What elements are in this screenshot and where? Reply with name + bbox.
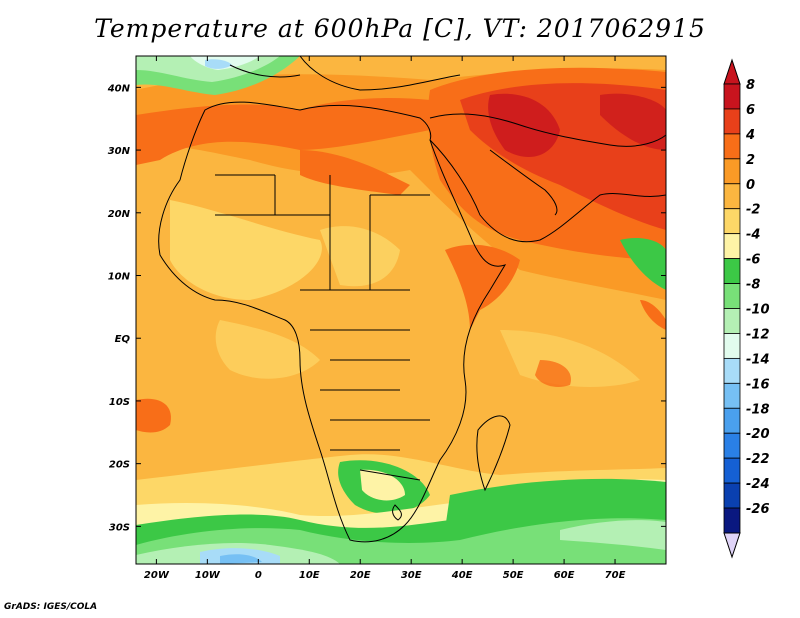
colorbar-swatch [723, 258, 741, 284]
lat-tick-label: 30S [109, 522, 130, 533]
colorbar-label: -6 [746, 253, 760, 268]
colorbar-swatch [723, 233, 741, 260]
temperature-field [136, 56, 666, 564]
lat-tick-label: EQ [115, 334, 131, 345]
lat-tick-label: 20N [108, 209, 131, 220]
lon-tick-label: 10W [195, 570, 221, 581]
colorbar-swatch [723, 432, 741, 459]
lat-tick-label: 40N [107, 83, 131, 94]
colorbar-label: 4 [745, 128, 755, 143]
colorbar-swatch [723, 382, 741, 409]
colorbar-swatch [723, 507, 741, 534]
latitude-axis: 40N 30N 20N 10N EQ 10S 20S 30S [107, 83, 666, 533]
lat-tick-label: 10S [109, 397, 130, 408]
colorbar-label: -12 [746, 327, 770, 342]
colorbar-swatch [723, 133, 741, 160]
colorbar-swatch [723, 457, 741, 484]
colorbar-swatch [723, 83, 741, 110]
lat-tick-label: 10N [108, 272, 131, 283]
colorbar-label: -18 [746, 402, 770, 417]
colorbar-label: 8 [746, 78, 755, 93]
colorbar-label: -4 [746, 228, 760, 243]
colorbar-swatch [723, 308, 741, 334]
lon-tick-label: 0 [255, 570, 262, 581]
colorbar-label: -14 [746, 352, 770, 367]
plot-frame [135, 55, 667, 565]
colorbar-label: -16 [746, 377, 770, 392]
colorbar-swatch [723, 183, 741, 210]
colorbar-swatch [723, 208, 741, 235]
longitude-axis: 20W 10W 0 10E 20E 30E 40E 50E 60E 70E [144, 56, 626, 581]
colorbar-label: 0 [746, 178, 755, 193]
lon-tick-label: 30E [401, 570, 422, 581]
colorbar-label: -10 [746, 303, 770, 318]
colorbar-label: -24 [746, 477, 770, 492]
colorbar-over-arrow [723, 58, 741, 85]
lat-tick-label: 20S [109, 460, 130, 471]
lon-tick-label: 40E [451, 570, 473, 581]
colorbar-swatch [723, 283, 741, 309]
colorbar-label: -20 [746, 427, 770, 442]
colorbar-label: -8 [746, 278, 760, 293]
colorbar-swatch [723, 108, 741, 135]
colorbar-label: -26 [746, 502, 770, 517]
lon-tick-label: 20W [144, 570, 170, 581]
colorbar-swatch [723, 482, 741, 509]
lon-tick-label: 60E [554, 570, 575, 581]
colorbar: 8 6 4 2 0 -2 -4 -6 -8 -10 -12 -14 -16 -18 -20 -22 -24 -26 [723, 58, 770, 559]
colorbar-swatch [723, 158, 741, 185]
lon-tick-label: 20E [350, 570, 371, 581]
lon-tick-label: 10E [299, 570, 320, 581]
grads-credit: GrADS: IGES/COLA [4, 602, 98, 612]
lon-tick-label: 50E [503, 570, 524, 581]
colorbar-swatch [723, 333, 741, 359]
lon-tick-label: 70E [605, 570, 626, 581]
lat-tick-label: 30N [108, 146, 131, 157]
colorbar-label: 6 [746, 103, 755, 118]
colorbar-label: -2 [746, 203, 760, 218]
colorbar-swatch [723, 357, 741, 384]
colorbar-swatch [723, 407, 741, 434]
colorbar-label: -22 [746, 452, 770, 467]
map-title: Temperature at 600hPa [C], VT: 201706291… [94, 14, 706, 43]
colorbar-label: 2 [746, 153, 755, 168]
coastlines [158, 56, 666, 543]
colorbar-under-arrow [723, 532, 741, 559]
